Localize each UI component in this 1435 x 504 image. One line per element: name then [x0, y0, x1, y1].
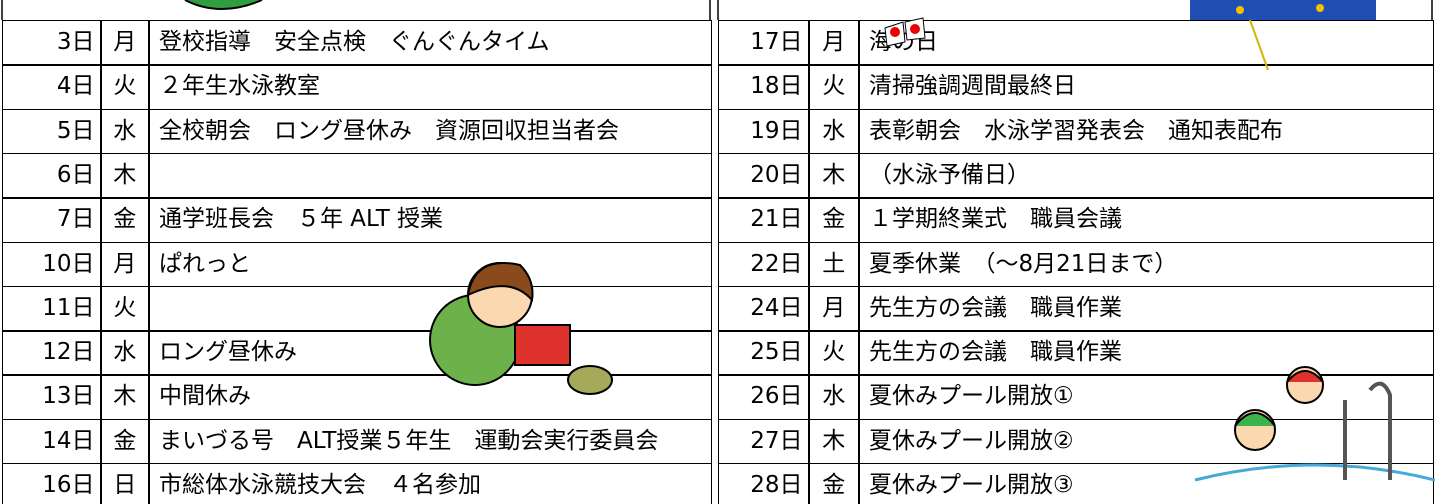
- weekday-cell: 水: [808, 374, 860, 421]
- date-cell: 22日: [718, 241, 810, 288]
- event-cell: （水泳予備日）: [858, 152, 1434, 199]
- weekday-cell: 金: [808, 463, 860, 504]
- date-cell: 18日: [718, 64, 810, 111]
- event-cell: 全校朝会 ロング昼休み 資源回収担当者会: [148, 108, 712, 155]
- weekday-cell: 火: [808, 330, 860, 376]
- event-cell: 夏休みプール開放③: [858, 463, 1434, 504]
- event-cell: 通学班長会 ５年 ALT 授業: [148, 197, 712, 243]
- event-cell: まいづる号 ALT授業５年生 運動会実行委員会: [148, 418, 712, 465]
- event-cell: 清掃強調週間最終日: [858, 64, 1434, 111]
- date-cell: 3日: [2, 20, 102, 66]
- event-cell: 先生方の会議 職員作業: [858, 330, 1434, 376]
- event-cell: ぱれっと: [148, 241, 712, 288]
- date-cell: 26日: [718, 374, 810, 421]
- date-cell: 12日: [2, 330, 102, 376]
- date-cell: 10日: [2, 241, 102, 288]
- weekday-cell: 木: [100, 374, 150, 421]
- weekday-cell: 日: [100, 463, 150, 504]
- date-cell: 5日: [2, 108, 102, 155]
- date-cell: 20日: [718, 152, 810, 199]
- event-cell: 夏季休業 （～8月21日まで）: [858, 241, 1434, 288]
- date-cell: 6日: [2, 152, 102, 199]
- date-cell: 17日: [718, 20, 810, 66]
- weekday-cell: 水: [100, 330, 150, 376]
- event-cell: １学期終業式 職員会議: [858, 197, 1434, 243]
- date-cell: 7日: [2, 197, 102, 243]
- weekday-cell: 金: [100, 418, 150, 465]
- date-cell: 27日: [718, 418, 810, 465]
- event-cell: 海の日: [858, 20, 1434, 66]
- weekday-cell: 木: [808, 152, 860, 199]
- weekday-cell: 土: [808, 241, 860, 288]
- date-cell: 4日: [2, 64, 102, 111]
- weekday-cell: 火: [100, 285, 150, 332]
- weekday-cell: 金: [100, 197, 150, 243]
- weekday-cell: 月: [808, 20, 860, 66]
- date-cell: 11日: [2, 285, 102, 332]
- date-cell: 21日: [718, 197, 810, 243]
- weekday-cell: 木: [808, 418, 860, 465]
- weekday-cell: 金: [808, 197, 860, 243]
- date-cell: 28日: [718, 463, 810, 504]
- event-cell: 表彰朝会 水泳学習発表会 通知表配布: [858, 108, 1434, 155]
- weekday-cell: 水: [100, 108, 150, 155]
- date-cell: 16日: [2, 463, 102, 504]
- event-cell: 登校指導 安全点検 ぐんぐんタイム: [148, 20, 712, 66]
- event-cell: 中間休み: [148, 374, 712, 421]
- event-cell: ２年生水泳教室: [148, 64, 712, 111]
- date-cell: 19日: [718, 108, 810, 155]
- date-cell: 25日: [718, 330, 810, 376]
- weekday-cell: 水: [808, 108, 860, 155]
- weekday-cell: 月: [808, 285, 860, 332]
- weekday-cell: 木: [100, 152, 150, 199]
- event-cell: 市総体水泳競技大会 ４名参加: [148, 463, 712, 504]
- date-cell: 14日: [2, 418, 102, 465]
- date-cell: 13日: [2, 374, 102, 421]
- weekday-cell: 火: [100, 64, 150, 111]
- weekday-cell: 月: [100, 241, 150, 288]
- event-cell: ロング昼休み: [148, 330, 712, 376]
- event-cell: 夏休みプール開放②: [858, 418, 1434, 465]
- event-cell: [148, 285, 712, 332]
- weekday-cell: 火: [808, 64, 860, 111]
- weekday-cell: 月: [100, 20, 150, 66]
- event-cell: 夏休みプール開放①: [858, 374, 1434, 421]
- event-cell: 先生方の会議 職員作業: [858, 285, 1434, 332]
- date-cell: 24日: [718, 285, 810, 332]
- event-cell: [148, 152, 712, 199]
